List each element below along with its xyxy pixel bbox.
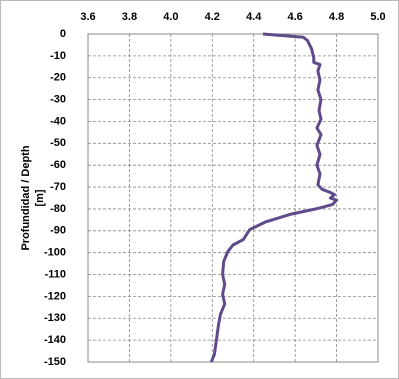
y-tick-label: -20 [50,72,66,84]
x-tick-label: 3.6 [80,11,95,23]
y-tick-label: -40 [50,115,66,127]
y-tick-label: -120 [44,290,66,302]
data-line [209,32,339,363]
y-tick-label: -140 [44,334,66,346]
y-tick-label: -150 [44,356,66,368]
y-tick-label: -10 [50,50,66,62]
y-tick-label: -130 [44,312,66,324]
y-tick-label: -30 [50,94,66,106]
y-axis-unit: [m] [34,189,46,206]
x-tick-label: 4.6 [287,11,302,23]
y-tick-label: -50 [50,137,66,149]
x-tick-label: 4.0 [163,11,178,23]
y-tick-label: 0 [60,28,66,40]
x-tick-label: 4.8 [329,11,344,23]
x-tick-label: 4.2 [205,11,220,23]
x-tick-label: 4.4 [246,11,262,23]
y-tick-label: -70 [50,181,66,193]
y-tick-label: -90 [50,225,66,237]
y-tick-label: -80 [50,203,66,215]
y-tick-label: -60 [50,159,66,171]
y-tick-label: -100 [44,247,66,259]
x-tick-label: 3.8 [122,11,137,23]
x-tick-label: 5.0 [370,11,385,23]
y-axis-label: Profundidad / Depth [20,145,32,250]
y-tick-label: -110 [45,268,66,280]
